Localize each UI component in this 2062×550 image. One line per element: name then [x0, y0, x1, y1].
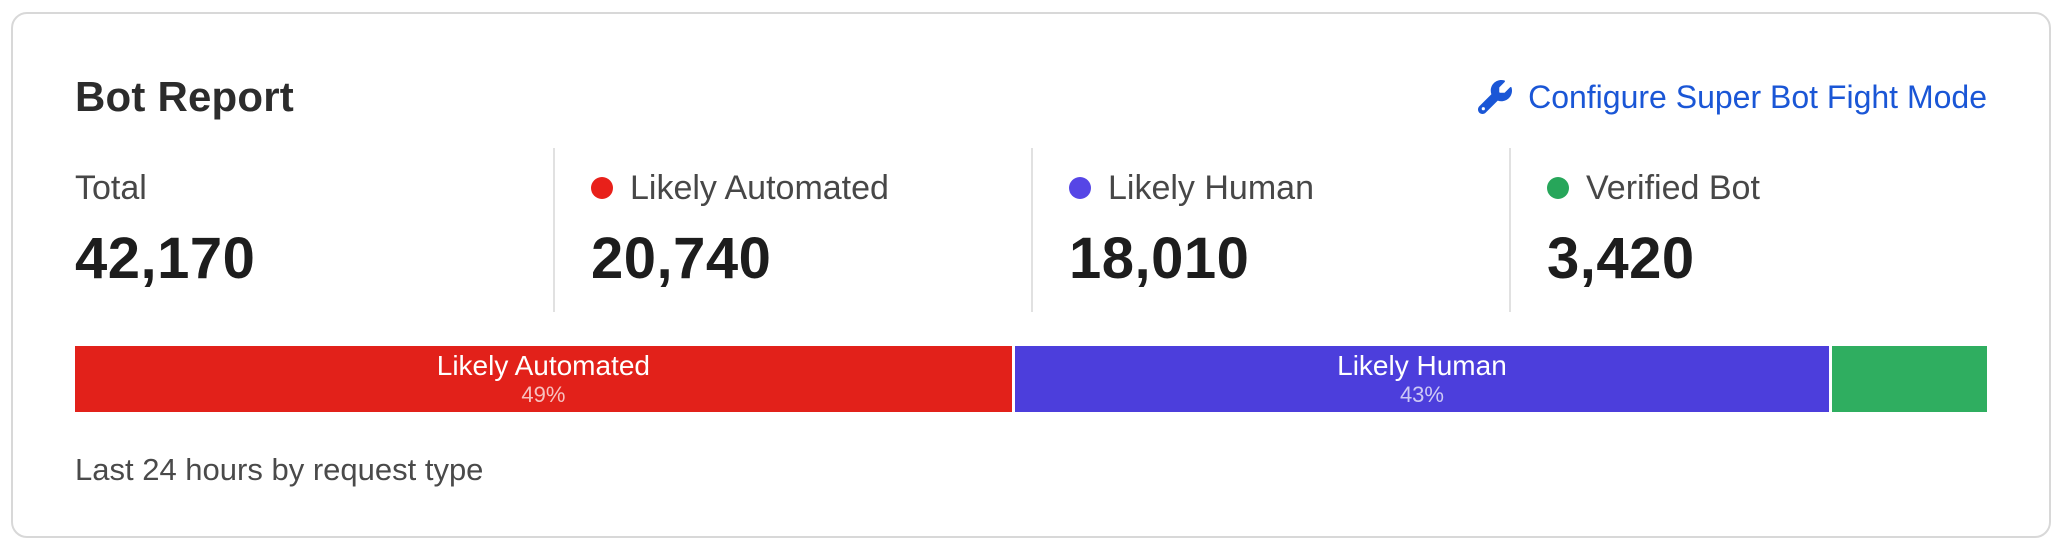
stat-likely-human-value: 18,010	[1069, 226, 1250, 292]
stat-verified-bot-value: 3,420	[1547, 226, 1695, 292]
bar-segment-likely-human: Likely Human 43%	[1014, 346, 1830, 413]
configure-super-bot-fight-mode-link[interactable]: Configure Super Bot Fight Mode	[1478, 78, 1987, 115]
stats-row: Total 42,170 Likely Automated 20,740 Lik…	[75, 148, 1987, 313]
bar-segment-percent: 49%	[521, 382, 566, 408]
likely-human-dot-icon	[1069, 177, 1091, 200]
stat-total: Total 42,170	[75, 148, 553, 312]
request-type-stacked-bar: Likely Automated 49% Likely Human 43%	[75, 346, 1988, 413]
wrench-icon	[1478, 80, 1513, 115]
stat-likely-automated-label: Likely Automated	[630, 169, 889, 208]
stat-verified-bot-label: Verified Bot	[1586, 169, 1760, 208]
likely-automated-dot-icon	[591, 177, 613, 200]
stat-total-label: Total	[75, 169, 147, 208]
page-title: Bot Report	[75, 73, 294, 120]
stat-likely-human: Likely Human 18,010	[1031, 148, 1509, 313]
bar-segment-likely-automated: Likely Automated 49%	[75, 346, 1012, 413]
stat-verified-bot: Verified Bot 3,420	[1509, 148, 1987, 313]
stat-total-value: 42,170	[75, 226, 256, 292]
stat-likely-human-label: Likely Human	[1108, 169, 1314, 208]
bar-segment-verified-bot	[1832, 346, 1988, 413]
bot-report-card: Bot Report Configure Super Bot Fight Mod…	[11, 12, 2051, 538]
bar-segment-label: Likely Automated	[436, 350, 650, 382]
bar-segment-label: Likely Human	[1337, 350, 1507, 382]
verified-bot-dot-icon	[1547, 177, 1569, 200]
card-header: Bot Report Configure Super Bot Fight Mod…	[75, 73, 1987, 120]
stat-likely-automated: Likely Automated 20,740	[553, 148, 1031, 313]
configure-link-label: Configure Super Bot Fight Mode	[1528, 78, 1987, 115]
bar-segment-percent: 43%	[1399, 382, 1444, 408]
time-range-note: Last 24 hours by request type	[75, 452, 484, 488]
stat-likely-automated-value: 20,740	[591, 226, 772, 292]
